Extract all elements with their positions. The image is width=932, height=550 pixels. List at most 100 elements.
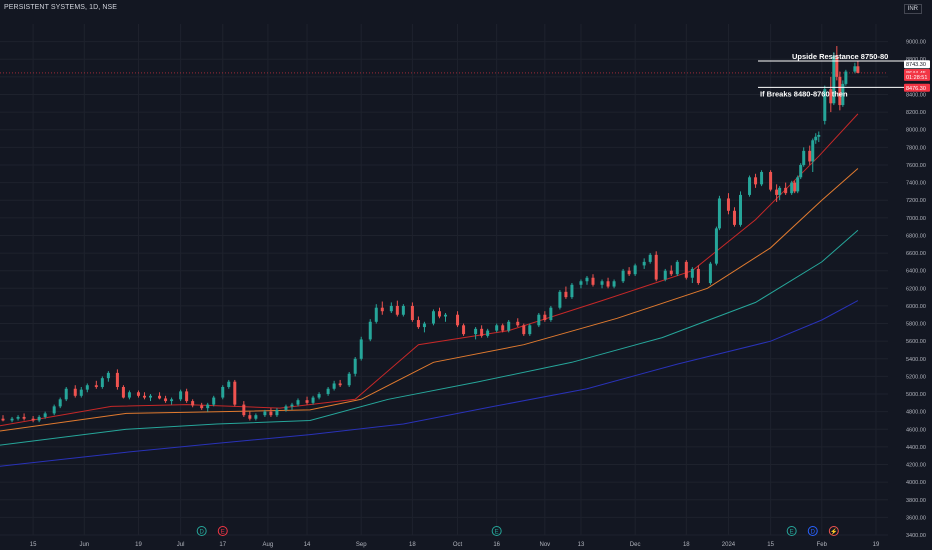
candle-body xyxy=(191,401,195,406)
candle-body xyxy=(170,399,174,402)
candle-body xyxy=(784,187,788,194)
candle-body xyxy=(311,397,315,403)
price-label-bg xyxy=(904,60,930,69)
candle-body xyxy=(106,372,110,379)
candle-body xyxy=(149,395,153,398)
candle-body xyxy=(142,395,146,398)
candle-body xyxy=(775,189,779,195)
candle-body xyxy=(206,404,210,409)
ema-line-2 xyxy=(0,229,859,446)
candle-body xyxy=(778,187,782,195)
event-marker xyxy=(807,526,818,536)
candle-body xyxy=(591,277,595,285)
candle-body xyxy=(401,305,405,315)
candle-body xyxy=(717,198,721,229)
candle-body xyxy=(829,89,833,104)
candle-body xyxy=(684,261,688,278)
candle-body xyxy=(254,415,258,419)
candle-body xyxy=(58,399,62,407)
candle-body xyxy=(85,385,89,390)
candle-body xyxy=(43,413,47,417)
candle-body xyxy=(22,416,26,419)
price-label-bg xyxy=(904,72,930,81)
price-label: 01:28:51 xyxy=(906,75,927,81)
candle-body xyxy=(690,268,694,278)
candle-body xyxy=(570,284,574,298)
candle-body xyxy=(633,265,637,275)
candle-body xyxy=(10,418,14,421)
event-marker xyxy=(786,526,797,536)
candle-body xyxy=(121,386,125,398)
candle-body xyxy=(558,291,562,308)
x-tick-label: 18 xyxy=(409,542,416,548)
event-marker-label: E xyxy=(790,530,794,536)
y-tick-label: 4800.00 xyxy=(906,410,926,416)
ema-line-1 xyxy=(0,168,859,432)
candle-body xyxy=(802,150,806,165)
candle-body xyxy=(835,55,839,77)
candle-body xyxy=(748,177,752,195)
candle-body xyxy=(64,388,68,400)
x-tick-label: Jul xyxy=(177,542,185,548)
x-tick-label: 2024 xyxy=(722,542,736,548)
event-marker-label: E xyxy=(221,530,225,536)
candle-body xyxy=(296,400,300,405)
candle-body xyxy=(136,392,140,396)
x-tick-label: 13 xyxy=(578,542,585,548)
x-tick-label: 15 xyxy=(30,542,37,548)
candle-body xyxy=(248,415,252,419)
candle-body xyxy=(696,268,700,284)
candle-body xyxy=(537,314,541,326)
candle-body xyxy=(275,409,279,416)
candle-body xyxy=(600,281,604,285)
y-tick-label: 5800.00 xyxy=(906,322,926,328)
y-tick-label: 3600.00 xyxy=(906,515,926,521)
candle-body xyxy=(164,398,168,402)
candle-body xyxy=(317,394,321,398)
candle-body xyxy=(708,263,712,284)
candle-body xyxy=(528,325,532,335)
x-tick-label: 16 xyxy=(493,542,500,548)
y-tick-label: 3800.00 xyxy=(906,498,926,504)
candle-body xyxy=(838,76,842,106)
currency-badge[interactable]: INR xyxy=(903,4,922,14)
candle-body xyxy=(790,182,794,194)
x-tick-label: 19 xyxy=(135,542,142,548)
y-tick-label: 6000.00 xyxy=(906,304,926,310)
y-tick-label: 6200.00 xyxy=(906,286,926,292)
symbol-title: PERSISTENT SYSTEMS, 1D, NSE xyxy=(4,4,118,11)
candle-body xyxy=(410,305,414,321)
candle-body xyxy=(606,281,610,287)
y-tick-label: 4200.00 xyxy=(906,463,926,469)
candle-body xyxy=(305,400,309,403)
candle-body xyxy=(127,392,131,398)
candle-body xyxy=(621,270,625,282)
candle-body xyxy=(395,305,399,315)
x-tick-label: 19 xyxy=(873,542,880,548)
candle-body xyxy=(832,55,836,104)
candle-body xyxy=(221,386,225,398)
x-tick-label: Jun xyxy=(79,542,89,548)
candle-body xyxy=(422,323,426,328)
x-tick-label: Nov xyxy=(540,542,551,548)
event-marker-label: E xyxy=(495,530,499,536)
candle-body xyxy=(158,395,162,399)
candle-body xyxy=(52,406,56,414)
annotation-text: If Breaks 8480-8760 then xyxy=(760,89,848,98)
candle-body xyxy=(437,311,441,317)
candle-body xyxy=(486,330,490,336)
x-tick-label: 15 xyxy=(767,542,774,548)
candle-body xyxy=(769,172,773,190)
candle-body xyxy=(796,177,800,192)
candle-body xyxy=(817,135,821,137)
y-tick-label: 4400.00 xyxy=(906,445,926,451)
candle-body xyxy=(714,228,718,264)
candle-body xyxy=(543,314,547,321)
candle-body xyxy=(338,383,342,386)
candle-body xyxy=(73,388,77,396)
candle-body xyxy=(732,210,736,225)
x-tick-label: Oct xyxy=(453,542,463,548)
candle-body xyxy=(94,385,98,387)
x-tick-label: Feb xyxy=(817,542,828,548)
